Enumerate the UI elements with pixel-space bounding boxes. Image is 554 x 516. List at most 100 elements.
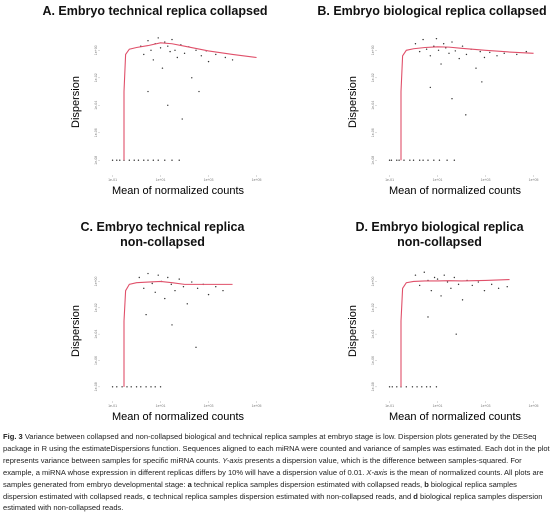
x-tick-label: 1e+05 — [252, 178, 262, 182]
point — [465, 53, 468, 56]
caption-text: Variance between collapsed and non-colla… — [3, 432, 550, 465]
point — [167, 104, 169, 106]
point — [479, 50, 481, 53]
point — [200, 55, 203, 57]
point — [396, 386, 398, 388]
y-axis-label: Dispersion — [347, 76, 359, 128]
point — [465, 114, 467, 116]
point — [145, 386, 147, 388]
point — [207, 60, 210, 63]
point — [446, 281, 449, 283]
fit-line — [400, 278, 510, 387]
x-tick-label: 1e+03 — [204, 404, 214, 408]
point — [215, 53, 217, 56]
point — [130, 386, 132, 388]
caption-text: b — [424, 479, 429, 489]
point — [143, 287, 145, 290]
point — [490, 283, 493, 286]
point — [388, 386, 391, 388]
point — [429, 55, 432, 57]
point — [483, 56, 486, 59]
point — [138, 276, 140, 279]
caption-label: Fig. 3 — [3, 432, 23, 441]
y-tick-label: 1e-08 — [94, 382, 98, 391]
fit-line — [123, 42, 257, 161]
point — [191, 281, 193, 283]
point — [116, 386, 118, 388]
point — [231, 59, 234, 61]
point — [170, 283, 172, 286]
x-tick-label: 1e+01 — [156, 178, 166, 182]
y-tick-label: 1e-04 — [94, 101, 98, 110]
x-tick-label: 1e+03 — [204, 178, 214, 182]
point — [222, 289, 224, 292]
point — [450, 287, 452, 290]
point — [121, 386, 123, 388]
panel: B. Embryo biological replica collapsed 1… — [277, 0, 554, 212]
point — [390, 159, 393, 161]
point — [143, 53, 145, 56]
point — [183, 52, 186, 55]
point — [423, 271, 425, 273]
point — [427, 159, 429, 161]
point — [161, 67, 164, 69]
x-tick-label: 1e+01 — [156, 404, 166, 408]
point — [421, 386, 423, 388]
y-tick-label: 1e-06 — [94, 128, 98, 137]
chart: 1e-08 1e-06 1e-04 1e-02 1e+00 1e-01 1e+01 1e+03… — [347, 37, 539, 197]
point — [416, 386, 418, 388]
point — [475, 67, 477, 69]
y-tick-label: 1e+00 — [371, 276, 375, 286]
caption-text: biological replica samples dispersion es… — [3, 491, 543, 513]
point — [191, 77, 193, 79]
point — [111, 159, 114, 161]
point — [429, 86, 432, 89]
panel: C. Embryo technical replica non-collapse… — [0, 218, 277, 430]
x-axis-label: Mean of normalized counts — [112, 411, 245, 423]
y-tick-label: 1e-02 — [371, 303, 375, 312]
point — [451, 98, 453, 100]
point — [133, 159, 135, 161]
point — [145, 313, 147, 316]
panel-title: C. Embryo technical replica non-collapse… — [80, 220, 245, 249]
point — [471, 284, 473, 287]
point — [116, 159, 118, 161]
point — [157, 274, 159, 276]
point — [195, 346, 197, 349]
y-tick-label: 1e-04 — [371, 101, 375, 110]
point — [418, 50, 421, 53]
point — [151, 282, 153, 285]
point — [425, 386, 428, 388]
point — [111, 386, 114, 388]
point — [171, 38, 173, 41]
point — [186, 303, 188, 305]
x-tick-label: 1e+05 — [529, 404, 539, 408]
x-tick-label: 1e+01 — [433, 404, 443, 408]
point — [435, 37, 438, 40]
point — [398, 159, 400, 161]
y-tick-label: 1e-08 — [94, 156, 98, 165]
point — [516, 53, 518, 56]
point — [451, 41, 453, 43]
point — [167, 276, 169, 279]
x-tick-label: 1e-01 — [108, 404, 117, 408]
point — [440, 63, 442, 65]
fit-line — [400, 46, 534, 161]
caption-text: Y-axis — [222, 455, 243, 465]
point — [164, 159, 166, 161]
point — [150, 386, 152, 388]
point — [457, 283, 460, 286]
y-axis-label: Dispersion — [70, 305, 82, 357]
panel: D. Embryo biological replica non-collaps… — [277, 218, 554, 430]
x-tick-label: 1e+03 — [481, 178, 491, 182]
point — [506, 285, 508, 288]
y-tick-label: 1e-02 — [94, 303, 98, 312]
point — [427, 316, 429, 318]
x-tick-label: 1e-01 — [385, 178, 394, 182]
point — [481, 81, 483, 83]
point — [433, 159, 435, 161]
caption-text: technical replica samples dispersion est… — [151, 491, 414, 501]
caption-text: presents a dispersion value, which is th… — [3, 455, 522, 477]
point — [525, 50, 528, 53]
